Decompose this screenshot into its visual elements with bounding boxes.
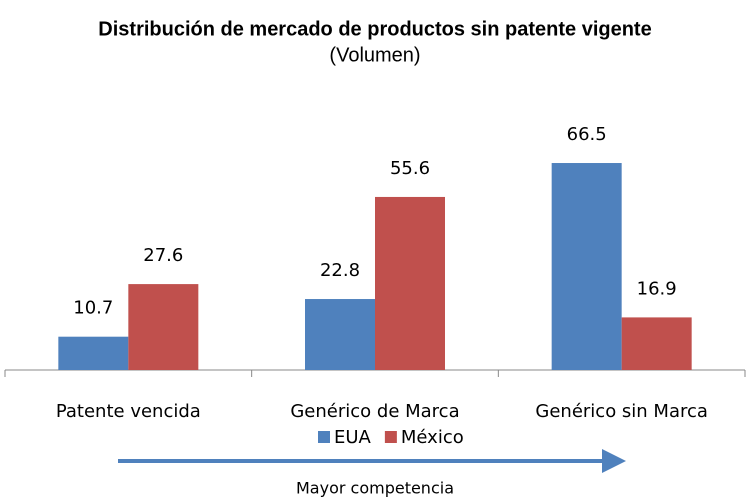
x-tick-label: Genérico de Marca xyxy=(290,401,459,422)
data-label: 55.6 xyxy=(390,158,430,179)
bar xyxy=(375,196,445,370)
data-label: 10.7 xyxy=(73,298,113,319)
chart-subtitle: (Volumen) xyxy=(329,44,420,66)
annotation: Mayor competencia xyxy=(296,479,454,498)
legend-label: México xyxy=(401,427,464,448)
x-tick-label: Genérico sin Marca xyxy=(535,401,708,422)
bar xyxy=(128,284,199,370)
data-label: 66.5 xyxy=(567,124,607,145)
data-label: 22.8 xyxy=(320,260,360,281)
legend-label: EUA xyxy=(334,427,372,448)
bar xyxy=(621,317,692,370)
bar xyxy=(58,336,129,370)
legend-swatch xyxy=(318,431,330,443)
bar xyxy=(551,163,622,370)
data-label: 16.9 xyxy=(637,278,677,299)
legend-swatch xyxy=(384,431,397,443)
chart-title: Distribución de mercado de productos sin… xyxy=(98,18,651,40)
x-tick-label: Patente vencida xyxy=(56,401,201,422)
bar xyxy=(305,299,375,370)
data-label: 27.6 xyxy=(143,245,183,266)
